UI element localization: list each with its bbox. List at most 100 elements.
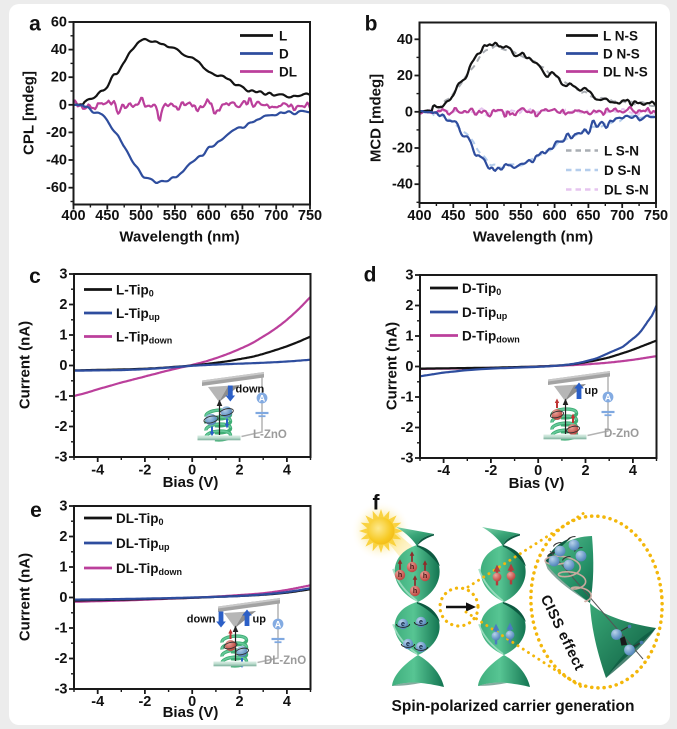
svg-text:2: 2 <box>59 297 67 313</box>
svg-text:40: 40 <box>397 32 413 48</box>
svg-text:450: 450 <box>441 208 465 224</box>
svg-text:A: A <box>259 394 266 404</box>
svg-text:60: 60 <box>51 15 67 31</box>
svg-text:550: 550 <box>509 208 533 224</box>
svg-text:D-Tip0: D-Tip0 <box>462 281 501 297</box>
svg-text:e: e <box>401 621 405 628</box>
svg-text:500: 500 <box>475 208 499 224</box>
svg-text:Current (nA): Current (nA) <box>17 321 34 409</box>
svg-text:-4: -4 <box>91 694 104 710</box>
svg-text:Bias (V): Bias (V) <box>509 475 565 492</box>
svg-text:0: 0 <box>188 694 196 710</box>
svg-text:e: e <box>30 499 42 522</box>
svg-text:-3: -3 <box>401 451 414 467</box>
svg-text:400: 400 <box>61 208 85 224</box>
svg-text:D-ZnO: D-ZnO <box>604 428 639 440</box>
svg-text:-1: -1 <box>401 390 414 406</box>
svg-text:0: 0 <box>405 104 413 120</box>
svg-text:DL S-N: DL S-N <box>604 183 649 198</box>
svg-text:-20: -20 <box>46 125 67 141</box>
svg-text:Spin-polarized carrier generat: Spin-polarized carrier generation <box>392 698 635 715</box>
svg-text:d: d <box>364 264 377 287</box>
svg-text:2: 2 <box>581 463 589 479</box>
svg-text:-20: -20 <box>392 141 413 157</box>
svg-text:Current (nA): Current (nA) <box>384 322 401 410</box>
svg-text:0: 0 <box>59 590 67 606</box>
svg-text:-2: -2 <box>55 651 68 667</box>
svg-text:-40: -40 <box>392 177 413 193</box>
svg-text:40: 40 <box>51 42 67 58</box>
svg-text:e: e <box>419 644 423 651</box>
svg-text:MCD [mdeg]: MCD [mdeg] <box>368 74 385 162</box>
svg-text:h: h <box>410 564 414 571</box>
svg-text:-2: -2 <box>401 420 414 436</box>
svg-text:3: 3 <box>59 267 67 283</box>
svg-text:-4: -4 <box>437 463 450 479</box>
svg-text:Bias (V): Bias (V) <box>163 704 219 721</box>
svg-text:450: 450 <box>95 208 119 224</box>
svg-text:650: 650 <box>230 208 254 224</box>
svg-text:4: 4 <box>283 694 291 710</box>
svg-text:e: e <box>419 619 423 626</box>
svg-text:0: 0 <box>59 358 67 374</box>
svg-text:-3: -3 <box>55 450 68 466</box>
svg-text:550: 550 <box>163 208 187 224</box>
svg-text:0: 0 <box>59 97 67 113</box>
svg-text:1: 1 <box>59 328 67 344</box>
svg-text:650: 650 <box>576 208 600 224</box>
svg-text:20: 20 <box>51 70 67 86</box>
svg-text:L S-N: L S-N <box>604 144 639 159</box>
svg-text:3: 3 <box>59 499 67 515</box>
svg-text:L-Tip0: L-Tip0 <box>116 283 154 299</box>
svg-text:-40: -40 <box>46 153 67 169</box>
svg-text:L-ZnO: L-ZnO <box>253 429 287 441</box>
svg-text:2: 2 <box>236 463 244 479</box>
svg-text:b: b <box>365 13 378 36</box>
svg-text:DL: DL <box>279 65 297 80</box>
svg-text:up: up <box>253 614 267 626</box>
svg-text:a: a <box>29 13 41 36</box>
svg-text:-1: -1 <box>55 621 68 637</box>
svg-text:D: D <box>279 47 289 62</box>
svg-text:750: 750 <box>644 208 668 224</box>
svg-text:-60: -60 <box>46 180 67 196</box>
svg-text:D N-S: D N-S <box>603 47 640 62</box>
svg-text:e: e <box>406 641 410 648</box>
svg-text:DL-ZnO: DL-ZnO <box>264 655 306 667</box>
svg-text:DL-Tip0: DL-Tip0 <box>116 511 164 527</box>
svg-text:750: 750 <box>298 208 322 224</box>
svg-text:L N-S: L N-S <box>603 29 638 44</box>
svg-text:Wavelength (nm): Wavelength (nm) <box>473 229 593 246</box>
svg-text:D S-N: D S-N <box>604 163 641 178</box>
svg-text:f: f <box>373 492 381 515</box>
svg-text:500: 500 <box>129 208 153 224</box>
svg-text:1: 1 <box>59 560 67 576</box>
svg-text:-2: -2 <box>138 463 151 479</box>
svg-text:2: 2 <box>59 529 67 545</box>
svg-text:-2: -2 <box>55 419 68 435</box>
svg-text:down: down <box>236 384 265 396</box>
svg-text:600: 600 <box>542 208 566 224</box>
svg-text:700: 700 <box>610 208 634 224</box>
svg-text:600: 600 <box>196 208 220 224</box>
svg-text:0: 0 <box>534 463 542 479</box>
svg-text:L: L <box>279 29 287 44</box>
svg-text:Wavelength (nm): Wavelength (nm) <box>119 229 239 246</box>
svg-text:A: A <box>605 393 612 403</box>
svg-text:0: 0 <box>405 359 413 375</box>
svg-text:up: up <box>585 385 599 397</box>
svg-text:h: h <box>398 572 402 579</box>
svg-text:h: h <box>423 573 427 580</box>
svg-text:-1: -1 <box>55 389 68 405</box>
svg-text:-4: -4 <box>91 463 104 479</box>
svg-text:CPL [mdeg]: CPL [mdeg] <box>21 71 38 155</box>
svg-text:1: 1 <box>405 329 413 345</box>
svg-text:-2: -2 <box>138 694 151 710</box>
svg-text:-3: -3 <box>55 682 68 698</box>
svg-text:2: 2 <box>236 694 244 710</box>
svg-text:h: h <box>413 588 417 595</box>
svg-text:-2: -2 <box>484 463 497 479</box>
svg-text:700: 700 <box>264 208 288 224</box>
svg-text:Bias (V): Bias (V) <box>163 474 219 491</box>
svg-text:400: 400 <box>407 208 431 224</box>
